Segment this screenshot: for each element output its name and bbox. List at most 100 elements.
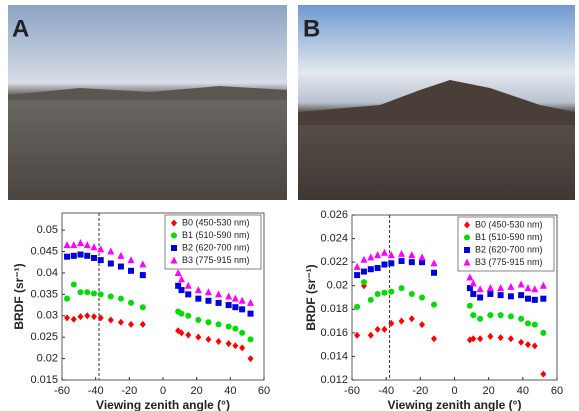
legend-marker (171, 219, 177, 227)
point (178, 287, 185, 294)
x-tick-label: -40 (378, 385, 394, 397)
point (127, 256, 135, 264)
x-tick-label: 40 (224, 385, 236, 397)
point (205, 335, 212, 343)
point (247, 355, 254, 363)
legend-marker (464, 247, 470, 253)
y-tick-label: 0.026 (320, 209, 348, 221)
x-tick-label: -60 (54, 385, 70, 397)
point (531, 285, 539, 293)
point (205, 297, 212, 304)
point (354, 331, 361, 339)
photo-a-ridge (8, 86, 287, 100)
point (63, 241, 71, 249)
point (408, 251, 416, 259)
point (518, 338, 525, 346)
point (497, 334, 504, 342)
point (215, 299, 222, 306)
point (531, 321, 538, 328)
point (470, 312, 477, 319)
point (408, 315, 415, 323)
point (470, 335, 477, 343)
point (247, 310, 254, 317)
point (77, 289, 84, 296)
x-tick-label: 40 (517, 385, 529, 397)
point (374, 325, 381, 333)
point (487, 290, 494, 297)
point (232, 342, 239, 350)
point (139, 260, 147, 268)
x-tick-label: 0 (160, 385, 166, 397)
point (466, 273, 474, 281)
y-tick-label: 0.016 (320, 327, 348, 339)
point (477, 294, 484, 301)
point (408, 259, 415, 266)
photo-a (8, 5, 287, 200)
x-tick-label: 60 (551, 385, 563, 397)
point (247, 298, 255, 306)
point (225, 323, 232, 330)
point (90, 243, 98, 251)
point (97, 257, 104, 264)
legend-marker (464, 221, 470, 229)
panel-label: A (12, 15, 29, 42)
point (107, 247, 115, 255)
point (107, 260, 114, 267)
point (64, 314, 71, 322)
legend-label: B0 (450-530 nm) (182, 217, 250, 227)
point (507, 293, 514, 300)
legend-label: B2 (620-700 nm) (182, 242, 250, 252)
point (431, 301, 437, 308)
legend-box (457, 216, 555, 272)
point (239, 306, 246, 313)
point (239, 344, 246, 352)
point (225, 292, 233, 300)
point (184, 281, 192, 289)
point (486, 284, 494, 292)
legend-label: B1 (510-590 nm) (475, 232, 543, 242)
point (70, 241, 78, 249)
x-tick-label: -20 (412, 385, 428, 397)
point (431, 269, 437, 276)
point (524, 284, 532, 292)
point (518, 315, 525, 322)
point (185, 291, 192, 298)
point (360, 255, 368, 263)
point (477, 335, 484, 343)
legend-label: B3 (775-915 nm) (475, 257, 543, 267)
point (540, 295, 547, 302)
point (64, 253, 71, 260)
point (107, 316, 114, 324)
point (195, 295, 202, 302)
point (90, 254, 97, 261)
point (195, 333, 202, 341)
point (487, 332, 494, 340)
point (418, 253, 426, 261)
point (64, 295, 71, 302)
x-tick-label: 20 (191, 385, 203, 397)
point (360, 268, 367, 275)
point (531, 296, 538, 303)
point (128, 299, 135, 306)
y-tick-label: 0.018 (320, 303, 348, 315)
point (419, 321, 426, 329)
point (507, 313, 514, 320)
point (380, 248, 388, 256)
legend-marker (463, 258, 471, 266)
point (398, 249, 406, 257)
point (360, 279, 367, 286)
y-axis-label: BRDF (sr⁻¹) (304, 264, 318, 330)
legend-label: B1 (510-590 nm) (182, 230, 250, 240)
y-tick-label: 0.03 (37, 310, 58, 322)
point (185, 331, 192, 339)
y-tick-label: 0.035 (30, 288, 58, 300)
x-tick-label: -40 (88, 385, 104, 397)
legend-marker (171, 245, 177, 251)
point (239, 329, 246, 336)
point (205, 319, 212, 326)
point (374, 251, 382, 259)
y-tick-label: 0.025 (30, 331, 58, 343)
photo-b-hill (298, 80, 575, 125)
point (470, 290, 477, 297)
